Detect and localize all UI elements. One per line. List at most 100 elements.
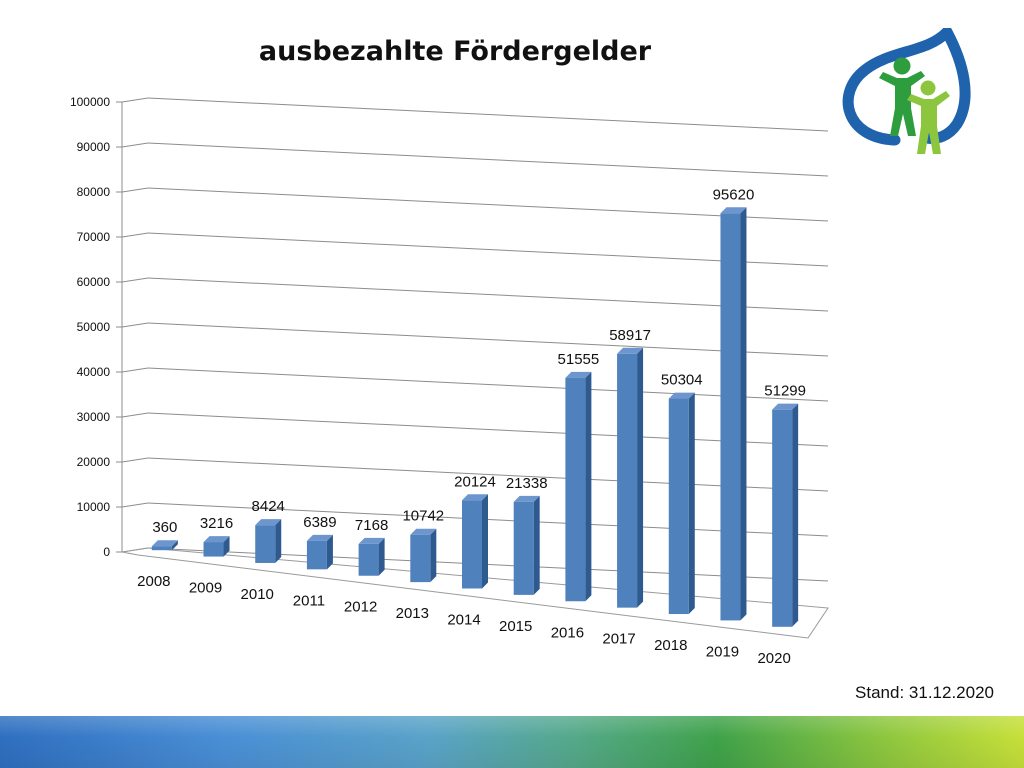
bar (668, 398, 689, 615)
gridline (147, 412, 829, 447)
bar-side (223, 536, 230, 557)
bar-data-label: 20124 (454, 473, 496, 490)
x-tick-label: 2015 (499, 618, 532, 635)
gridline (147, 142, 829, 177)
y-tick-label: 60000 (77, 275, 111, 289)
bar-side (688, 392, 695, 615)
bar (565, 377, 586, 602)
x-tick-label: 2010 (241, 586, 274, 603)
x-tick-label: 2009 (189, 580, 222, 597)
y-tick-label: 40000 (77, 365, 111, 379)
y-tick-label: 100000 (70, 95, 110, 109)
bar-side (585, 371, 592, 602)
bar-data-labels: 360 3216 8424 6389 7168 10742 20124 21338 51555 5… (152, 186, 806, 536)
gridline-side (121, 142, 149, 148)
bar (203, 542, 224, 557)
x-tick-label: 2012 (344, 599, 377, 616)
bar-side (792, 403, 799, 627)
x-tick-label: 2016 (551, 624, 584, 641)
person-large-icon (879, 57, 925, 136)
bar-data-label: 7168 (355, 517, 388, 534)
chart-floor (121, 547, 829, 639)
bar-top (358, 537, 385, 544)
gridline (147, 367, 829, 402)
x-tick-label: 2014 (447, 612, 480, 629)
gridline-side (121, 502, 149, 508)
bar-data-label: 10742 (402, 508, 444, 525)
gridline (147, 187, 829, 222)
gridline-side (121, 412, 149, 418)
gridline-side (121, 367, 149, 373)
person-small-icon (907, 80, 950, 154)
bar-side (326, 534, 333, 570)
x-tick-label: 2019 (706, 643, 739, 660)
bar-top (306, 534, 333, 541)
y-tick-label: 0 (103, 545, 110, 559)
bar-data-label: 58917 (609, 327, 651, 344)
x-axis-tick-labels: 2008 2009 2010 2011 2012 2013 2014 2015 2016 2017… (137, 573, 791, 667)
bar-data-label: 21338 (506, 475, 548, 492)
chart-axes (116, 101, 829, 639)
x-tick-label: 2018 (654, 637, 687, 654)
gridline-side (121, 97, 149, 103)
bar-side (430, 528, 437, 583)
bar (306, 540, 327, 570)
bar-top (720, 207, 747, 214)
bar (462, 500, 482, 589)
bar-top (668, 392, 695, 399)
bar-top (203, 536, 230, 543)
x-tick-label: 2008 (137, 573, 170, 590)
bar-top (255, 519, 282, 526)
bar (513, 501, 534, 595)
chart-title: ausbezahlte Fördergelder (258, 36, 652, 67)
bar-data-label: 8424 (252, 498, 285, 515)
y-tick-label: 10000 (77, 500, 111, 514)
chart-bars (151, 207, 799, 627)
bar-top (617, 347, 644, 354)
bar-side (378, 537, 385, 576)
bar-top (151, 540, 178, 547)
gridline-side (121, 232, 149, 238)
bar (720, 213, 741, 621)
bar-top (565, 371, 592, 378)
decorative-gradient-band (0, 716, 1024, 768)
bar (151, 546, 172, 551)
gridline-side (121, 277, 149, 283)
gridline (147, 97, 829, 132)
gridline-side (121, 187, 149, 193)
gridline (147, 277, 829, 312)
bar (772, 409, 793, 627)
x-tick-label: 2013 (396, 605, 429, 622)
gridline (147, 232, 829, 267)
x-tick-label: 2017 (602, 631, 635, 648)
y-tick-label: 30000 (77, 410, 111, 424)
bar-top (462, 494, 488, 501)
gridline (147, 457, 829, 492)
bar-side (637, 347, 644, 608)
y-tick-label: 20000 (77, 455, 111, 469)
bar-data-label: 51555 (558, 351, 600, 368)
bar-chart: 0 10000 20000 30000 40000 50000 60000 70000 8000… (70, 95, 829, 667)
gridline-side (121, 322, 149, 328)
bar-side (533, 495, 540, 595)
y-tick-label: 70000 (77, 230, 111, 244)
bar-data-label: 3216 (200, 515, 233, 532)
bar-data-label: 6389 (303, 514, 336, 531)
bar-side (482, 494, 488, 589)
y-axis-tick-labels: 0 10000 20000 30000 40000 50000 60000 70000 8000… (70, 95, 110, 559)
bar-top (410, 528, 437, 535)
gridline-side (121, 457, 149, 463)
bar-side (740, 207, 747, 621)
y-tick-label: 50000 (77, 320, 111, 334)
bar (410, 534, 431, 583)
leaf-outline-icon (842, 28, 971, 146)
bar-data-label: 51299 (764, 383, 806, 400)
bar-side (275, 519, 282, 563)
bar (358, 543, 379, 576)
organization-logo (842, 28, 971, 154)
bar-data-label: 360 (152, 519, 177, 536)
bar-side (171, 540, 178, 551)
bar-data-label: 95620 (713, 186, 755, 203)
x-tick-label: 2011 (293, 592, 325, 609)
bar-top (513, 495, 540, 502)
